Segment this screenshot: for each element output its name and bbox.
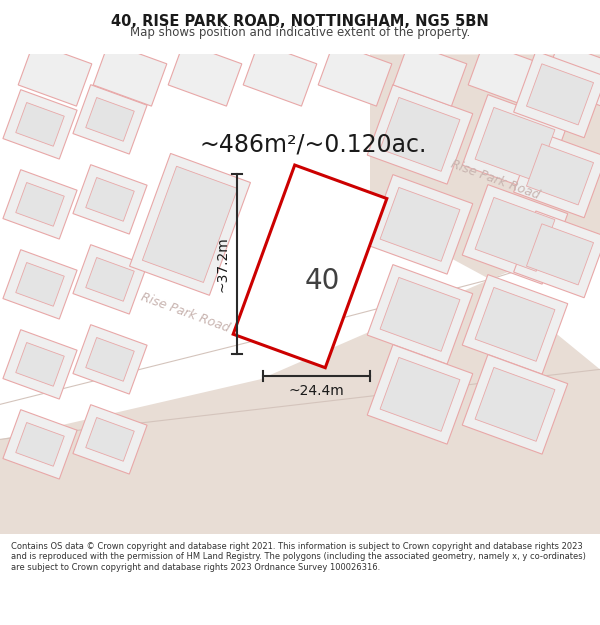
Text: Contains OS data © Crown copyright and database right 2021. This information is : Contains OS data © Crown copyright and d… <box>11 542 586 572</box>
Polygon shape <box>380 188 460 261</box>
Text: Rise Park Road: Rise Park Road <box>139 290 231 334</box>
Polygon shape <box>514 131 600 218</box>
Polygon shape <box>3 89 77 159</box>
Polygon shape <box>462 354 568 454</box>
Text: Map shows position and indicative extent of the property.: Map shows position and indicative extent… <box>130 26 470 39</box>
Polygon shape <box>468 42 542 106</box>
Polygon shape <box>93 42 167 106</box>
Polygon shape <box>86 338 134 381</box>
Polygon shape <box>16 182 64 226</box>
Polygon shape <box>514 51 600 138</box>
Polygon shape <box>475 368 555 441</box>
Text: 40: 40 <box>304 268 340 296</box>
Polygon shape <box>462 184 568 284</box>
Polygon shape <box>367 264 473 364</box>
Polygon shape <box>380 357 460 431</box>
Polygon shape <box>86 98 134 141</box>
Polygon shape <box>16 422 64 466</box>
Polygon shape <box>380 98 460 171</box>
Polygon shape <box>18 42 92 106</box>
Text: ~486m²/~0.120ac.: ~486m²/~0.120ac. <box>200 132 427 156</box>
Polygon shape <box>86 418 134 461</box>
Polygon shape <box>0 279 600 534</box>
Polygon shape <box>16 342 64 386</box>
Polygon shape <box>475 288 555 361</box>
Polygon shape <box>462 274 568 374</box>
Polygon shape <box>462 94 568 194</box>
Polygon shape <box>543 42 600 106</box>
Polygon shape <box>73 244 147 314</box>
Text: ~37.2m: ~37.2m <box>216 236 230 292</box>
Polygon shape <box>3 329 77 399</box>
Text: Rise Park Road: Rise Park Road <box>449 158 541 201</box>
Polygon shape <box>3 249 77 319</box>
Text: ~24.4m: ~24.4m <box>289 384 344 398</box>
Polygon shape <box>233 165 387 368</box>
Polygon shape <box>380 278 460 351</box>
Polygon shape <box>3 409 77 479</box>
Polygon shape <box>475 107 555 181</box>
Polygon shape <box>526 64 593 125</box>
Polygon shape <box>3 169 77 239</box>
Polygon shape <box>367 84 473 184</box>
Polygon shape <box>73 164 147 234</box>
Polygon shape <box>526 224 593 285</box>
Polygon shape <box>73 324 147 394</box>
Polygon shape <box>16 102 64 146</box>
Polygon shape <box>142 166 238 282</box>
Polygon shape <box>16 262 64 306</box>
Polygon shape <box>73 404 147 474</box>
Polygon shape <box>367 174 473 274</box>
Polygon shape <box>393 42 467 106</box>
Polygon shape <box>370 54 600 279</box>
Text: 40, RISE PARK ROAD, NOTTINGHAM, NG5 5BN: 40, RISE PARK ROAD, NOTTINGHAM, NG5 5BN <box>111 14 489 29</box>
Polygon shape <box>168 42 242 106</box>
Polygon shape <box>86 177 134 221</box>
Polygon shape <box>318 42 392 106</box>
Polygon shape <box>367 344 473 444</box>
Polygon shape <box>514 211 600 298</box>
Polygon shape <box>243 42 317 106</box>
Polygon shape <box>475 198 555 271</box>
Polygon shape <box>526 144 593 205</box>
Polygon shape <box>130 154 250 295</box>
Polygon shape <box>73 84 147 154</box>
Polygon shape <box>86 258 134 301</box>
